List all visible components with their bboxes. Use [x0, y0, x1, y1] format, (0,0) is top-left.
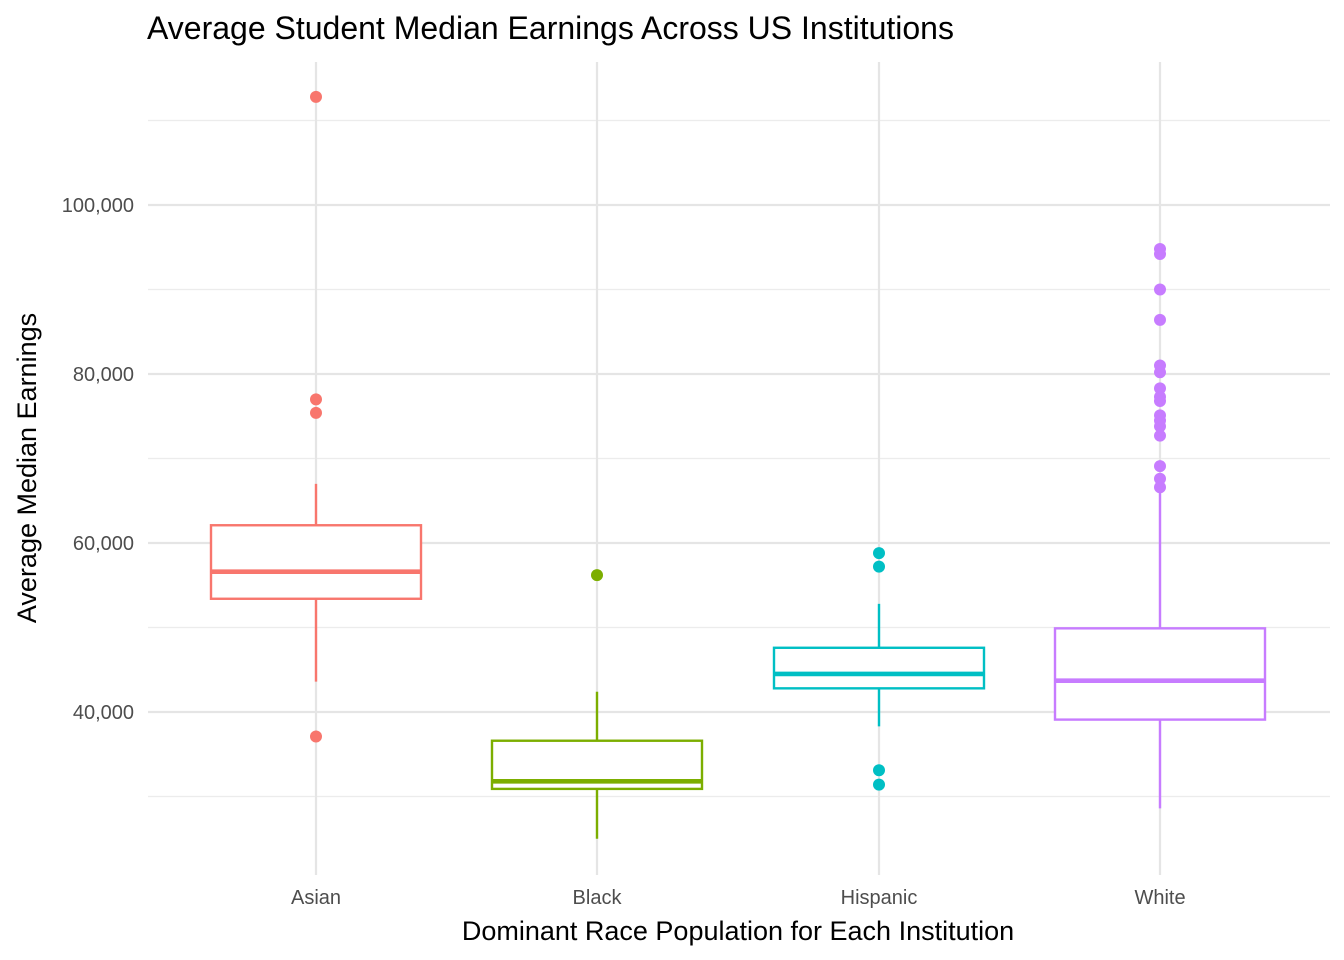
- grid-layer: [148, 62, 1330, 875]
- tick-layer: 40,000 60,000 80,000 100,000 Asian Black Hispa…: [62, 195, 1186, 909]
- outlier-point: [1154, 313, 1166, 326]
- y-tick-label: 80,000: [73, 364, 134, 386]
- outlier-point: [873, 764, 885, 777]
- x-axis-title: Dominant Race Population for Each Instit…: [462, 916, 1014, 946]
- outlier-point: [1154, 429, 1166, 442]
- y-tick-label: 40,000: [73, 702, 134, 724]
- outlier-point: [1154, 420, 1166, 433]
- x-tick-label: Black: [573, 887, 623, 909]
- outlier-point: [873, 547, 885, 560]
- y-axis-title: Average Median Earnings: [12, 313, 42, 623]
- outlier-point: [873, 560, 885, 573]
- box-layer: [209, 90, 1267, 839]
- outlier-point: [310, 90, 322, 103]
- x-tick-label: White: [1134, 887, 1185, 909]
- iqr-box: [1053, 627, 1267, 721]
- iqr-box: [772, 646, 986, 690]
- box-hispanic: [772, 547, 986, 791]
- box-white: [1053, 242, 1267, 809]
- outlier-point: [591, 569, 603, 582]
- outlier-point: [1154, 472, 1166, 485]
- x-tick-label: Hispanic: [841, 887, 918, 909]
- outlier-point: [1154, 283, 1166, 296]
- outlier-point: [1154, 460, 1166, 473]
- outlier-point: [1154, 382, 1166, 395]
- outlier-point: [1154, 248, 1166, 261]
- box-black: [490, 569, 704, 839]
- outlier-point: [1154, 481, 1166, 494]
- x-tick-label: Asian: [291, 887, 341, 909]
- outlier-point: [1154, 366, 1166, 379]
- outlier-point: [873, 778, 885, 791]
- outlier-point: [1154, 395, 1166, 408]
- y-tick-label: 60,000: [73, 533, 134, 555]
- box-asian: [209, 90, 423, 743]
- outlier-point: [310, 406, 322, 419]
- iqr-box: [209, 524, 423, 600]
- outlier-point: [310, 730, 322, 743]
- outlier-point: [310, 393, 322, 406]
- y-tick-label: 100,000: [62, 195, 134, 217]
- chart-title: Average Student Median Earnings Across U…: [147, 10, 954, 46]
